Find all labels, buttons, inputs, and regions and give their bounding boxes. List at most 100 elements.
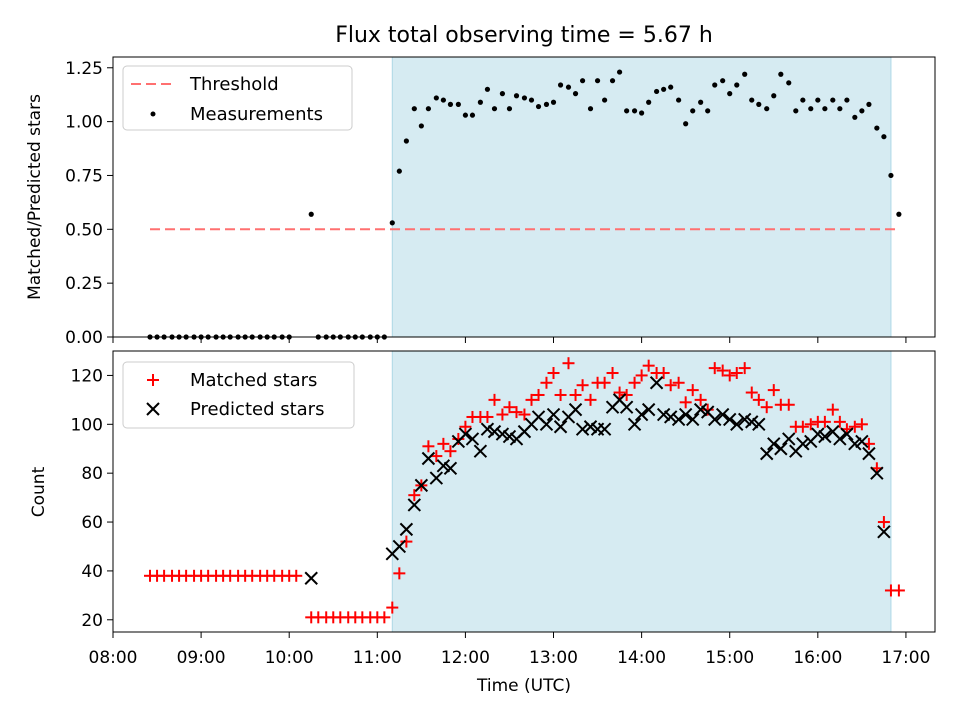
matched-star-point — [569, 388, 582, 401]
matched-star-point — [796, 420, 809, 433]
matched-star-point — [782, 398, 795, 411]
matched-star-point — [481, 410, 494, 423]
measurement-point — [602, 97, 608, 103]
matched-star-point — [290, 569, 303, 582]
predicted-star-point — [641, 402, 656, 417]
top-legend: Threshold Measurements — [122, 65, 353, 131]
measurement-point — [418, 123, 424, 129]
matched-star-point — [503, 401, 516, 414]
predicted-star-point — [539, 417, 554, 432]
predicted-star-point — [443, 461, 458, 475]
matched-star-point — [752, 393, 765, 406]
matched-star-point — [855, 418, 868, 431]
predicted-star-point — [458, 427, 473, 441]
predicted-star-point — [656, 407, 671, 422]
predicted-star-point — [774, 442, 788, 456]
bottom-legend: Matched stars Predicted stars — [122, 361, 355, 429]
predicted-star-point — [436, 459, 451, 473]
measurement-point — [844, 97, 850, 103]
predicted-star-point — [414, 478, 429, 493]
measurement-point — [579, 78, 586, 84]
predicted-star-point — [495, 427, 510, 441]
legend-predicted-swatch — [146, 402, 160, 416]
matched-star-point — [386, 601, 399, 614]
measurement-point — [756, 101, 762, 107]
matched-star-point — [510, 406, 523, 419]
y-tick-label: 120 — [71, 366, 103, 386]
measurement-point — [808, 106, 814, 112]
predicted-star-point — [782, 432, 796, 446]
measurement-point — [521, 95, 528, 101]
bottom-legend-box — [122, 361, 355, 429]
measurement-point — [764, 106, 770, 112]
measurement-point — [705, 108, 711, 114]
measurement-point — [484, 86, 491, 92]
measurement-point — [565, 84, 572, 90]
matched-star-point — [738, 362, 751, 375]
matched-star-point — [459, 420, 472, 433]
measurement-point — [477, 99, 483, 105]
predicted-stars-points — [304, 376, 891, 585]
predicted-star-point — [848, 437, 862, 451]
measurement-point — [403, 138, 409, 144]
measurement-point — [455, 101, 461, 107]
measurement-point — [535, 103, 542, 110]
matched-star-point — [686, 384, 699, 397]
predicted-star-point — [634, 407, 649, 422]
measurement-point — [440, 97, 446, 103]
predicted-star-point — [796, 437, 810, 451]
measurement-point — [712, 82, 718, 88]
matched-star-point — [635, 369, 648, 382]
matched-star-point — [540, 376, 553, 389]
y-tick-label: 80 — [81, 464, 103, 484]
matched-star-point — [496, 408, 509, 421]
measurement-point — [778, 71, 784, 77]
predicted-star-point — [833, 432, 847, 446]
chart-title: Flux total observing time = 5.67 h — [335, 23, 713, 48]
measurement-point — [749, 97, 755, 103]
y-tick-label: 0.00 — [65, 328, 103, 348]
matched-star-point — [430, 450, 443, 463]
measurement-point — [734, 82, 740, 88]
predicted-star-point — [399, 522, 414, 537]
predicted-star-point — [421, 451, 436, 466]
matched-star-point — [452, 432, 465, 445]
predicted-star-point — [627, 417, 642, 432]
matched-star-point — [525, 393, 538, 406]
predicted-star-point — [723, 412, 737, 427]
measurement-point — [690, 108, 696, 114]
measurement-point — [389, 220, 395, 226]
predicted-star-point — [473, 444, 488, 458]
predicted-star-point — [686, 412, 700, 427]
x-axis-label: Time (UTC) — [476, 676, 571, 696]
predicted-star-point — [870, 466, 884, 480]
y-tick-label: 0.50 — [65, 220, 103, 240]
measurement-point — [499, 91, 506, 97]
measurement-point — [646, 99, 652, 105]
measurement-point — [425, 106, 432, 112]
legend-predicted-label: Predicted stars — [190, 399, 324, 420]
measurement-point — [543, 101, 550, 107]
matched-star-point — [518, 408, 531, 421]
top-y-ticks: 0.00 0.25 0.50 0.75 1.00 1.25 — [65, 59, 113, 348]
predicted-star-point — [429, 471, 444, 485]
matched-star-point — [408, 489, 421, 502]
matched-star-point — [826, 403, 839, 416]
matched-star-point — [598, 376, 611, 389]
measurement-point — [594, 78, 601, 84]
matched-star-point — [576, 379, 589, 392]
measurement-point — [528, 97, 535, 103]
y-tick-label: 20 — [81, 611, 103, 631]
top-axes-frame — [112, 56, 936, 338]
matched-star-point — [613, 386, 626, 399]
matched-star-point — [767, 384, 780, 397]
measurement-point — [513, 93, 520, 99]
matched-star-point — [664, 379, 677, 392]
measurement-point — [881, 134, 887, 140]
x-tick-label: 09:00 — [177, 648, 226, 668]
matched-star-point — [584, 393, 597, 406]
legend-measurements-label: Measurements — [190, 104, 323, 125]
y-tick-label: 0.75 — [65, 166, 103, 186]
x-tick-label: 14:00 — [617, 648, 666, 668]
matched-star-point — [422, 440, 435, 453]
